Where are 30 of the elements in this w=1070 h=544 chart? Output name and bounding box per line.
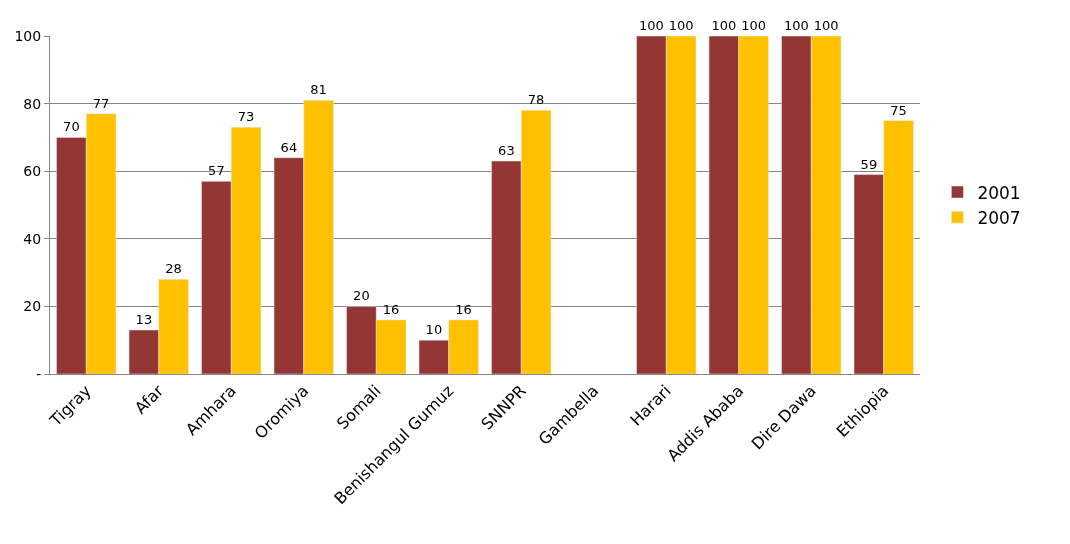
- data-label: 63: [498, 143, 515, 159]
- y-tick-label: 80: [23, 95, 42, 112]
- legend-label: 2007: [977, 207, 1021, 228]
- y-tick-label: 20: [23, 298, 42, 315]
- data-label: 100: [741, 18, 767, 33]
- data-label: 78: [527, 92, 545, 108]
- legend-label: 2001: [977, 182, 1021, 203]
- data-label: 81: [310, 82, 327, 98]
- data-label: 100: [813, 18, 839, 33]
- data-label: 16: [455, 301, 472, 317]
- data-label: 13: [135, 312, 153, 328]
- data-label: 28: [165, 261, 182, 277]
- data-label: 100: [638, 18, 664, 33]
- data-label: 100: [783, 18, 809, 33]
- data-label: 70: [63, 119, 80, 135]
- data-label: 10: [425, 322, 443, 338]
- data-label: 57: [208, 163, 225, 179]
- data-label: 64: [280, 139, 298, 155]
- data-label: 100: [711, 18, 737, 33]
- y-tick-label: 60: [23, 163, 42, 180]
- data-label: 100: [668, 18, 694, 33]
- data-label: 73: [237, 109, 255, 125]
- data-label: 20: [353, 288, 370, 304]
- data-label: 16: [382, 301, 400, 317]
- data-label: 75: [890, 102, 907, 118]
- y-tick-label: 100: [14, 27, 42, 44]
- data-label: 77: [92, 95, 110, 111]
- y-tick-label: -: [36, 365, 42, 382]
- y-tick-label: 40: [23, 230, 42, 247]
- data-label: 59: [860, 156, 878, 172]
